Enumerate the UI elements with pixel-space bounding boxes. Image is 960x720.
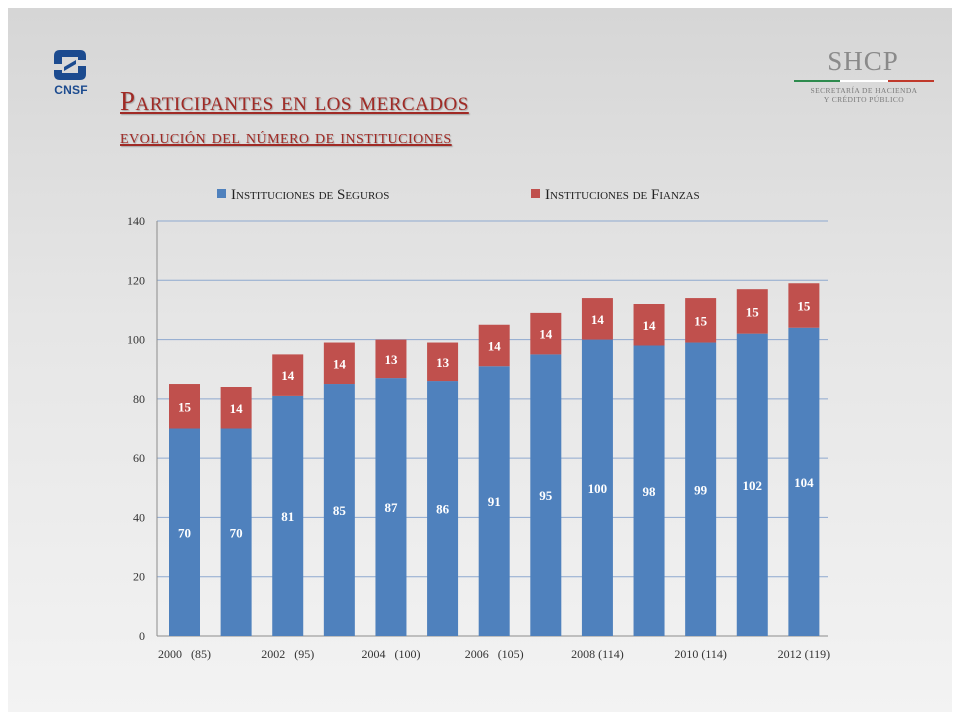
bar-seguros (788, 327, 820, 636)
bar-seguros (272, 395, 304, 636)
bar-label-fianzas: 14 (333, 356, 347, 371)
bar-fianzas (581, 298, 613, 340)
legend-item-seguros-swatch (217, 189, 226, 198)
bar-label-fianzas: 14 (643, 318, 657, 333)
bar-seguros (633, 345, 665, 636)
bar-label-fianzas: 14 (281, 368, 295, 383)
bar-fianzas (685, 298, 717, 343)
bar-fianzas (788, 283, 820, 328)
x-tick-label: 2008 (114) (571, 647, 624, 661)
bar-seguros (736, 333, 768, 636)
x-tick-label: 2004 (100) (361, 647, 420, 661)
bar-label-seguros: 104 (794, 475, 814, 490)
bar-label-seguros: 102 (743, 478, 763, 493)
y-tick-label: 100 (127, 333, 145, 347)
bar-label-fianzas: 13 (384, 352, 398, 367)
bar-seguros (581, 339, 613, 636)
bar-fianzas (530, 312, 562, 355)
bar-label-seguros: 98 (643, 484, 657, 499)
legend-item-fianzas-label: Instituciones de Fianzas (545, 187, 700, 203)
bar-fianzas (323, 342, 355, 385)
bar-label-fianzas: 14 (591, 312, 605, 327)
bar-label-seguros: 95 (539, 488, 553, 503)
bar-label-fianzas: 14 (488, 339, 502, 354)
bar-label-fianzas: 13 (436, 355, 450, 370)
x-tick-label: 2000 (85) (158, 647, 211, 661)
bar-label-seguros: 91 (488, 494, 501, 509)
y-tick-label: 80 (133, 392, 145, 406)
shcp-logo-subtitle: SECRETARÍA DE HACIENDA Y CRÉDITO PÚBLICO (810, 86, 918, 104)
bar-label-fianzas: 14 (230, 401, 244, 416)
bar-seguros (427, 381, 459, 636)
y-tick-label: 20 (133, 570, 145, 584)
bar-label-seguros: 70 (230, 525, 243, 540)
y-tick-label: 0 (139, 629, 145, 643)
x-tick-label: 2006 (105) (465, 647, 524, 661)
bar-fianzas (375, 339, 407, 379)
shcp-logo-text: SHCP (827, 46, 899, 76)
bar-seguros (220, 428, 252, 636)
legend-item-fianzas-swatch (531, 189, 540, 198)
x-tick-label: 2002 (95) (261, 647, 314, 661)
page-subtitle: evolución del número de instituciones (120, 126, 452, 148)
bar-fianzas (272, 354, 304, 396)
bar-label-fianzas: 15 (694, 313, 708, 328)
cnsf-emblem-icon (54, 50, 86, 80)
bar-seguros (685, 342, 717, 636)
y-tick-label: 40 (133, 510, 145, 524)
bar-label-fianzas: 15 (797, 298, 811, 313)
y-tick-label: 140 (127, 214, 145, 228)
page-title: Participantes en los mercados (120, 86, 469, 116)
bar-fianzas (736, 289, 768, 334)
cnsf-logo: CNSF (48, 48, 96, 102)
bar-fianzas (478, 324, 510, 367)
bar-label-fianzas: 14 (539, 327, 553, 342)
x-tick-label: 2010 (114) (674, 647, 727, 661)
cnsf-logo-text: CNSF (54, 83, 88, 97)
shcp-logo: SHCP SECRETARÍA DE HACIENDA Y CRÉDITO PÚ… (788, 46, 938, 116)
bar-fianzas (427, 342, 459, 382)
y-tick-label: 120 (127, 273, 145, 287)
y-tick-label: 60 (133, 451, 145, 465)
shcp-tricolor-rule (794, 80, 934, 83)
bar-fianzas (633, 304, 665, 346)
bar-seguros (169, 428, 200, 636)
x-tick-label: 2012 (119) (778, 647, 831, 661)
bar-seguros (478, 366, 510, 636)
bar-fianzas (169, 384, 200, 429)
bar-label-seguros: 87 (384, 500, 398, 515)
bar-label-seguros: 81 (281, 509, 294, 524)
bar-label-fianzas: 15 (746, 304, 760, 319)
bar-seguros (323, 384, 355, 636)
bar-label-seguros: 100 (588, 481, 608, 496)
legend-item-seguros-label: Instituciones de Seguros (231, 187, 389, 203)
bar-fianzas (220, 387, 252, 429)
bar-label-seguros: 85 (333, 503, 347, 518)
bar-label-seguros: 99 (694, 482, 708, 497)
bar-label-seguros: 70 (178, 525, 191, 540)
bar-label-seguros: 86 (436, 502, 450, 517)
bar-seguros (375, 378, 407, 636)
bar-label-fianzas: 15 (178, 399, 192, 414)
bar-seguros (530, 354, 562, 636)
